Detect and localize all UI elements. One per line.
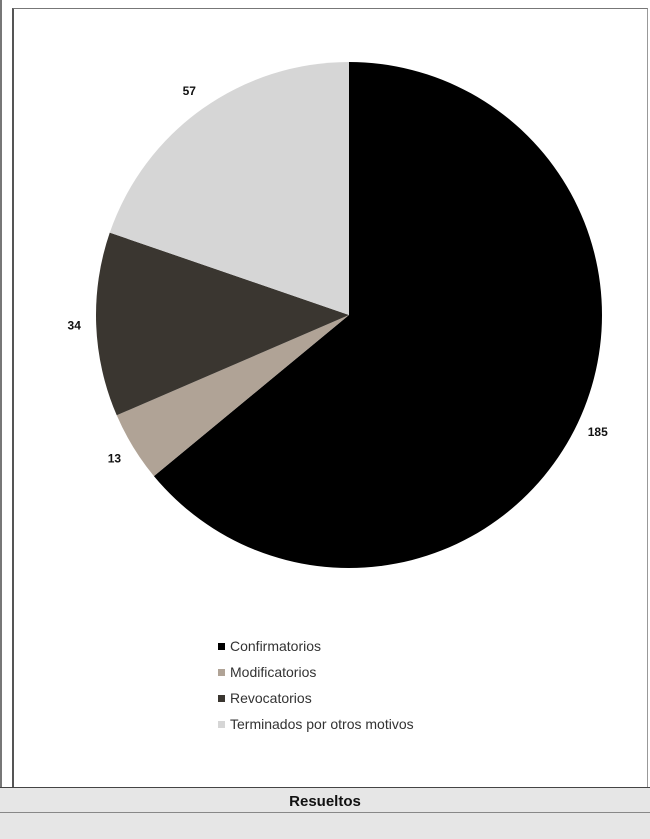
data-label-revocatorios: 34 [68,318,82,332]
legend-swatch-terminados [218,720,225,728]
legend-item-terminados: Terminados por otros motivos [218,711,538,737]
data-label-confirmatorios: 185 [588,425,608,439]
legend-swatch-revocatorios [218,694,225,702]
legend-swatch-modificatorios [218,668,225,676]
footer-divider [0,812,650,813]
legend-item-confirmatorios: Confirmatorios [218,633,538,659]
pie-slice-revocatorios [96,232,349,416]
legend-label-confirmatorios: Confirmatorios [230,638,322,654]
footer-bar: Resueltos [0,787,650,839]
data-label-modificatorios: 13 [108,451,122,465]
pie-slice-terminados [109,62,349,315]
legend-label-modificatorios: Modificatorios [230,664,317,680]
legend-item-revocatorios: Revocatorios [218,685,538,711]
legend-label-terminados: Terminados por otros motivos [230,716,414,732]
legend-swatch-confirmatorios [218,642,225,650]
outer-border-line [0,0,2,839]
pie-slice-modificatorios [116,315,349,477]
legend-item-modificatorios: Modificatorios [218,659,538,685]
legend: Confirmatorios Modificatorios Revocatori… [218,633,538,737]
footer-title: Resueltos [289,793,361,810]
data-label-terminados: 57 [183,84,197,98]
legend-label-revocatorios: Revocatorios [230,690,312,706]
pie-slice-confirmatorios [153,62,602,568]
